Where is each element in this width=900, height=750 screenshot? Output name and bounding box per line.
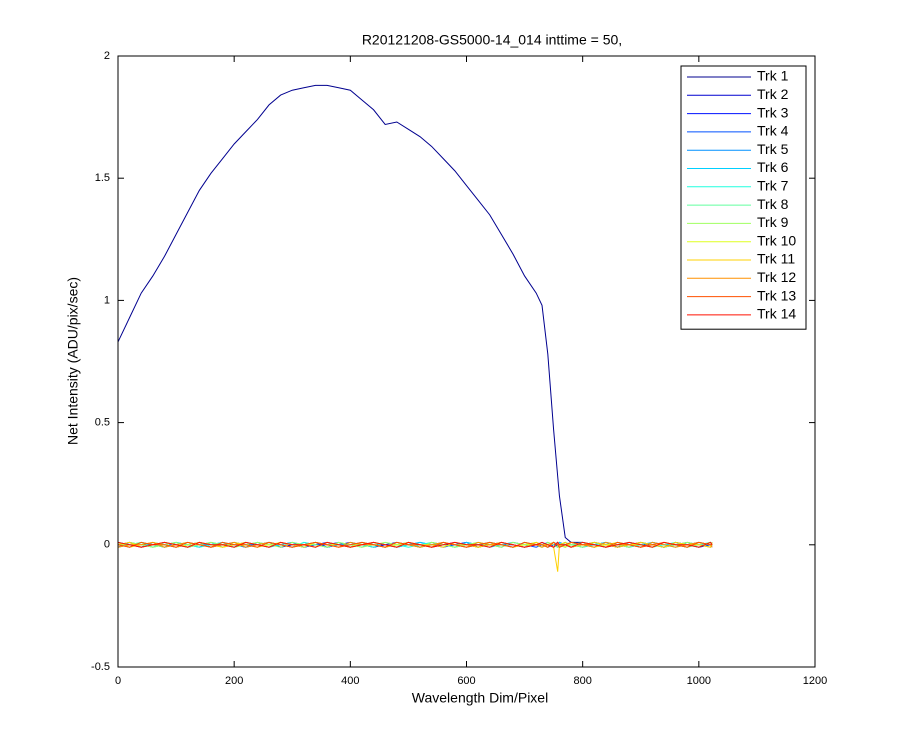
y-tick-label: 1 — [104, 294, 110, 306]
x-tick-label: 1000 — [687, 675, 711, 687]
axes-box — [117, 55, 816, 668]
legend-label: Trk 11 — [757, 251, 795, 267]
chart-title: R20121208-GS5000-14_014 inttime = 50, — [362, 32, 622, 48]
x-tick-label: 400 — [341, 675, 359, 687]
y-tick-label: 0.5 — [95, 417, 110, 429]
x-tick-label: 0 — [115, 675, 121, 687]
legend-label: Trk 14 — [757, 306, 796, 322]
data-line — [117, 541, 713, 572]
legend-label: Trk 13 — [757, 287, 796, 303]
legend-label: Trk 10 — [757, 232, 796, 248]
legend-label: Trk 5 — [757, 141, 789, 157]
x-tick-label: 1200 — [803, 675, 827, 687]
legend-label: Trk 2 — [757, 86, 789, 102]
legend-label: Trk 9 — [757, 214, 789, 230]
y-tick-label: 0 — [104, 539, 110, 551]
x-tick-label: 200 — [225, 675, 243, 687]
legend-label: Trk 8 — [757, 196, 789, 212]
legend-box — [680, 65, 807, 330]
y-tick-label: -0.5 — [91, 661, 110, 673]
y-tick-label: 1.5 — [95, 172, 110, 184]
data-line — [117, 541, 713, 548]
legend-label: Trk 7 — [757, 178, 789, 194]
y-tick-label: 2 — [104, 50, 110, 62]
data-line — [117, 541, 713, 548]
legend-label: Trk 4 — [757, 123, 789, 139]
x-tick-label: 800 — [573, 675, 591, 687]
legend-label: Trk 1 — [757, 68, 789, 84]
legend-label: Trk 3 — [757, 104, 789, 120]
y-axis-label: Net Intensity (ADU/pix/sec) — [65, 277, 81, 445]
x-tick-label: 600 — [457, 675, 475, 687]
legend-label: Trk 12 — [757, 269, 796, 285]
x-axis-label: Wavelength Dim/Pixel — [412, 690, 548, 706]
legend-label: Trk 6 — [757, 159, 789, 175]
